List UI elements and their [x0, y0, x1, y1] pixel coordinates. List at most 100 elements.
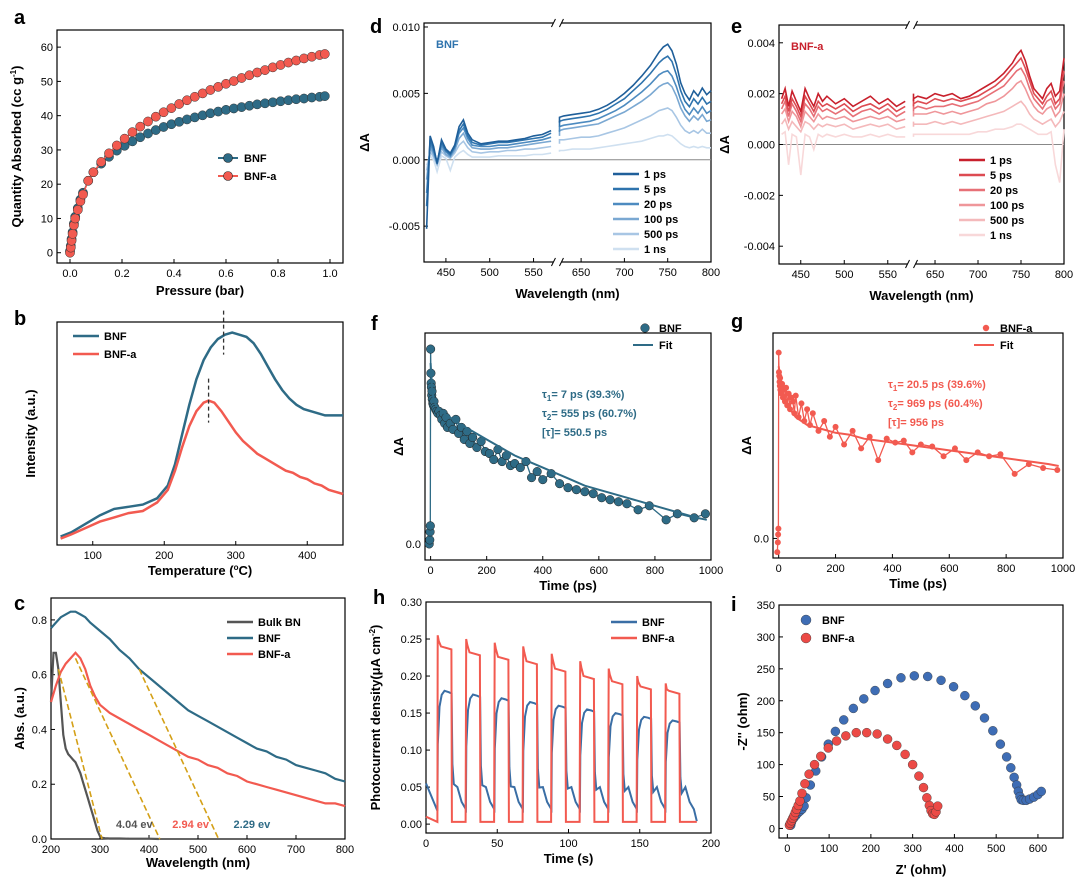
fit-parameter-text: τ1= 7 ps (39.3%) — [542, 389, 625, 403]
panel-f-kinetics-chart: 0 200 400 600 800 1000 0.0 BNF Fit τ1= 7 ps (39.3… — [391, 323, 723, 593]
data-point — [775, 349, 782, 356]
data-point — [804, 406, 811, 413]
x-tick-label: 100 — [84, 550, 102, 562]
axis-break-mark — [559, 257, 564, 267]
axis-break-mark — [551, 18, 556, 28]
data-point — [909, 449, 916, 456]
y-tick-label: 0.000 — [392, 155, 420, 167]
data-point — [804, 769, 814, 779]
series-line-BNF — [60, 331, 343, 538]
axis-break-mark — [905, 20, 910, 30]
data-point — [158, 107, 169, 118]
x-tick-label: 400 — [140, 844, 158, 856]
x-tick-label: 400 — [945, 843, 963, 855]
y-tick-label: 300 — [757, 632, 775, 644]
series-line-1ns — [425, 133, 711, 175]
x-tick-label: 650 — [572, 267, 590, 279]
data-point — [970, 701, 980, 711]
panel-d-transient-spectra-chart: 450 500 550 650 700 750 800 -0.005 0.000 0.005 0.0… — [357, 18, 720, 301]
data-point — [797, 788, 807, 799]
data-point — [143, 116, 153, 127]
y-tick-label: 0.10 — [401, 745, 422, 757]
y-title-main: Photocurrent density(μA cm — [368, 636, 383, 810]
data-point — [597, 493, 607, 503]
data-point — [792, 392, 799, 399]
y-tick-label: 0.00 — [401, 819, 422, 831]
x-axis-title: Z' (ohm) — [896, 862, 947, 877]
y-tick-label: 0.6 — [32, 670, 47, 682]
y-tick-label: 0.0 — [32, 834, 47, 846]
y-title-end: ) — [368, 625, 383, 629]
data-point — [862, 727, 872, 738]
axis-break-gap — [553, 19, 562, 27]
data-point — [633, 505, 643, 515]
data-point — [425, 535, 435, 545]
data-point — [1025, 461, 1032, 468]
panel-f-frame — [424, 332, 712, 561]
panel-i-frame — [778, 604, 1064, 839]
data-point — [831, 736, 842, 746]
tau-symbol: τ — [888, 398, 893, 410]
x-title-main: Temperature ( — [148, 563, 234, 578]
legend-label: 20 ps — [644, 199, 672, 211]
chart-title: BNF — [436, 39, 459, 51]
data-point — [900, 437, 907, 444]
data-point — [882, 678, 893, 689]
x-tick-label: 200 — [826, 563, 844, 575]
fit-parameter-text: [τ]= 956 ps — [888, 417, 944, 429]
x-tick-label: 800 — [1055, 269, 1073, 281]
data-point — [613, 497, 624, 507]
y-title-end: ) — [9, 66, 24, 70]
x-tick-label: 0 — [423, 838, 429, 850]
data-point — [940, 453, 947, 460]
panel-letter-h: h — [373, 587, 385, 609]
data-point — [960, 690, 970, 701]
legend-label-bnf-a: BNF-a — [258, 649, 291, 661]
legend-marker — [223, 153, 233, 163]
data-point — [319, 91, 330, 101]
series-line-5ps — [425, 55, 712, 207]
data-point — [789, 398, 796, 405]
panel-letter-i: i — [731, 594, 737, 616]
series-line-BNF — [50, 610, 346, 783]
data-point — [775, 531, 782, 538]
legend-label: 500 ps — [644, 229, 678, 241]
x-axis-title: Temperature (oC) — [148, 563, 252, 578]
legend-label-data: BNF — [659, 323, 682, 335]
panel-b-tpd-chart: 100 200 300 400 BNF BNF-a Temperature (oC) Inte… — [23, 310, 344, 578]
panel-c-frame — [50, 597, 346, 840]
x-tick-label: 450 — [792, 269, 810, 281]
data-point — [918, 782, 929, 793]
x-tick-label: 200 — [478, 565, 496, 577]
panel-d-frame — [423, 22, 712, 263]
x-tick-label: 800 — [336, 844, 354, 856]
x-tick-label: 450 — [437, 267, 455, 279]
x-tick-label: 800 — [997, 563, 1015, 575]
axis-break-mark — [551, 257, 556, 267]
data-point — [1001, 752, 1012, 762]
fit-parameter-text: [τ]= 550.5 ps — [542, 427, 607, 439]
x-axis-title: Time (s) — [544, 851, 594, 866]
y-tick-label: -0.004 — [744, 241, 775, 253]
x-tick-label: 300 — [91, 844, 109, 856]
data-point — [1011, 470, 1018, 477]
data-point — [135, 132, 146, 143]
data-point — [800, 779, 810, 789]
y-tick-label: 0.000 — [747, 140, 775, 152]
legend-label-bnf-a: BNF-a — [244, 171, 277, 183]
x-tick-label: 800 — [702, 267, 720, 279]
x-tick-label: 300 — [227, 550, 245, 562]
data-point — [858, 445, 865, 452]
data-point — [892, 740, 902, 751]
legend-label-bnf-a: BNF-a — [104, 349, 137, 361]
chart-title: BNF-a — [791, 41, 824, 53]
data-point — [948, 682, 959, 692]
panel-letter-d: d — [370, 16, 382, 38]
x-tick-label: 0 — [428, 565, 434, 577]
data-point — [841, 441, 848, 448]
axis-break-mark — [913, 259, 918, 269]
tau-value: = 555 ps (60.7%) — [551, 408, 637, 420]
y-axis-title: ΔA — [739, 436, 754, 455]
axis-break-gap — [907, 21, 916, 29]
x-tick-label: 400 — [534, 565, 552, 577]
